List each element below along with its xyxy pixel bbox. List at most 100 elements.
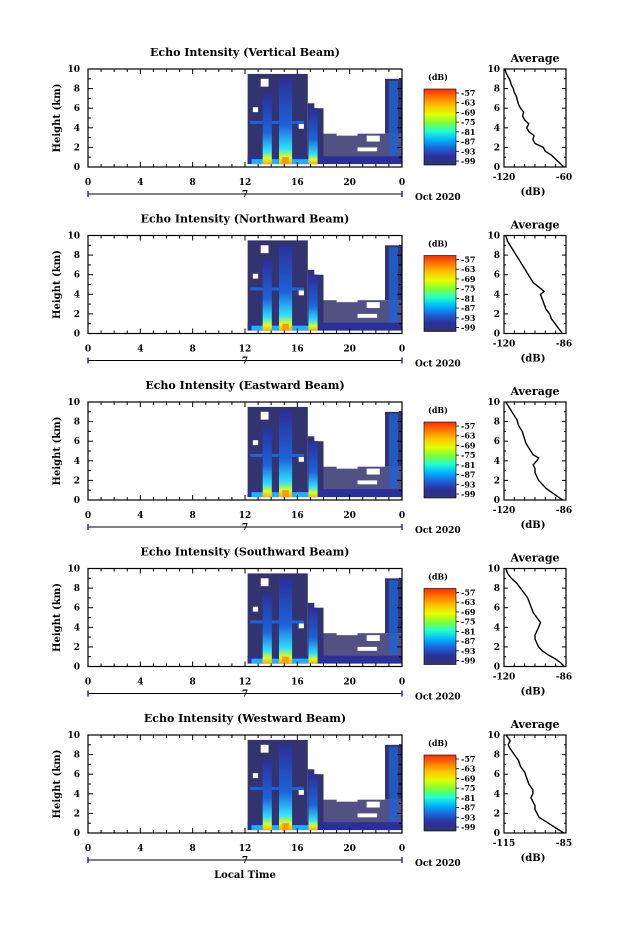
profile-title: Average	[509, 385, 559, 398]
colorbar-label: -87	[461, 636, 475, 646]
echo-surface-layer	[247, 489, 402, 498]
echo-band	[250, 120, 304, 124]
profile-title: Average	[509, 52, 559, 65]
echo-plume	[279, 78, 293, 165]
colorbar-label: -93	[461, 646, 476, 656]
y-tick-label: 8	[74, 751, 80, 761]
colorbar-unit: (dB)	[428, 405, 448, 415]
y-tick-label: 2	[74, 643, 80, 653]
echo-gap	[252, 273, 259, 279]
echo-gap	[314, 434, 324, 442]
colorbar-label: -93	[461, 812, 476, 822]
echo-plume	[279, 744, 293, 831]
heatmap-echo	[247, 406, 402, 498]
profile-line	[505, 734, 565, 834]
profile-y-tick-label: 2	[494, 809, 500, 819]
date-label: 7	[242, 357, 248, 367]
profile-y-tick-label: 6	[494, 604, 500, 614]
y-axis-label: Height (km)	[52, 417, 63, 486]
profile-frame	[503, 734, 567, 834]
x-tick-label: 12	[239, 678, 252, 688]
echo-gap	[260, 78, 269, 87]
colorbar	[423, 754, 457, 832]
colorbar	[423, 588, 457, 665]
colorbar-label: -63	[461, 597, 476, 607]
heatmap-echo	[247, 573, 402, 664]
x-tick-label: 16	[291, 178, 304, 188]
profile-x-tick-label: -86	[556, 673, 572, 683]
profile-y-tick-label: 10	[487, 731, 500, 741]
y-axis-label: Height (km)	[52, 84, 63, 153]
y-tick-label: 10	[67, 565, 80, 575]
profile-y-tick-label: 6	[494, 104, 500, 114]
x-tick-label: 4	[137, 511, 143, 521]
x-tick-label: 20	[343, 678, 356, 688]
echo-band	[250, 786, 304, 790]
profile-y-tick-label: 2	[494, 310, 500, 320]
chart-title: Echo Intensity (Westward Beam)	[144, 712, 346, 725]
colorbar-label: -81	[461, 460, 475, 470]
echo-gap	[357, 646, 378, 651]
x-tick-label: 0	[399, 511, 405, 521]
profile-y-tick-label: 6	[494, 437, 500, 447]
profile-y-tick-label: 2	[494, 643, 500, 653]
colorbar-label: -69	[461, 440, 476, 450]
x-tick-label: 20	[343, 178, 356, 188]
y-tick-label: 2	[74, 809, 80, 819]
profile-x-tick-label: -115	[493, 839, 516, 849]
echo-core	[282, 157, 289, 165]
y-tick-label: 4	[74, 457, 80, 467]
x-tick-label: 20	[343, 844, 356, 854]
profile-y-tick-label: 0	[494, 163, 500, 173]
echo-surface-layer	[247, 822, 402, 831]
y-tick-label: 0	[74, 663, 80, 673]
echo-gap	[357, 313, 378, 318]
echo-plume	[279, 245, 293, 331]
profile-frame	[503, 567, 567, 668]
panel-3: Echo Intensity (Southward Beam) Height (k…	[52, 546, 572, 703]
colorbar-label: -75	[461, 617, 475, 627]
echo-surface-layer	[247, 322, 402, 331]
colorbar-label: -57	[461, 88, 475, 98]
echo-plume	[279, 578, 293, 664]
profile-y-tick-label: 6	[494, 271, 500, 281]
echo-gap	[252, 773, 259, 779]
echo-gap	[314, 101, 324, 109]
x-tick-label: 4	[137, 678, 143, 688]
echo-gap	[366, 135, 380, 142]
echo-plume	[308, 774, 318, 831]
profile-line	[505, 568, 565, 667]
colorbar-label: -99	[461, 489, 476, 499]
echo-gap	[366, 635, 380, 642]
echo-core	[282, 490, 289, 498]
chart-title: Echo Intensity (Southward Beam)	[141, 546, 350, 559]
x-axis-label-local-time: Local Time	[214, 870, 276, 881]
y-tick-label: 10	[67, 398, 80, 408]
x-tick-label: 4	[137, 178, 143, 188]
profile-y-tick-label: 8	[494, 751, 500, 761]
colorbar-label: -57	[461, 421, 475, 431]
echo-gap	[260, 744, 269, 753]
profile-x-label: (dB)	[521, 853, 546, 864]
date-label: 7	[242, 690, 248, 700]
profile-y-tick-label: 10	[487, 565, 500, 575]
colorbar-label: -69	[461, 773, 476, 783]
echo-band	[250, 620, 304, 624]
echo-plume	[388, 413, 399, 489]
colorbar-label: -93	[461, 313, 476, 323]
echo-gap	[252, 606, 259, 612]
y-tick-label: 4	[74, 290, 80, 300]
colorbar-label: -75	[461, 117, 475, 127]
profile-y-tick-label: 0	[494, 496, 500, 506]
profile-x-tick-label: -120	[493, 506, 516, 516]
echo-core	[282, 823, 289, 831]
echo-gap	[314, 767, 324, 775]
colorbar-label: -63	[461, 98, 476, 108]
x-tick-label: 8	[190, 178, 196, 188]
x-tick-label: 16	[291, 844, 304, 854]
echo-gap	[314, 600, 324, 608]
x-tick-label: 0	[85, 511, 91, 521]
x-tick-label: 12	[239, 511, 252, 521]
colorbar	[423, 88, 457, 166]
echo-gap	[357, 147, 378, 152]
